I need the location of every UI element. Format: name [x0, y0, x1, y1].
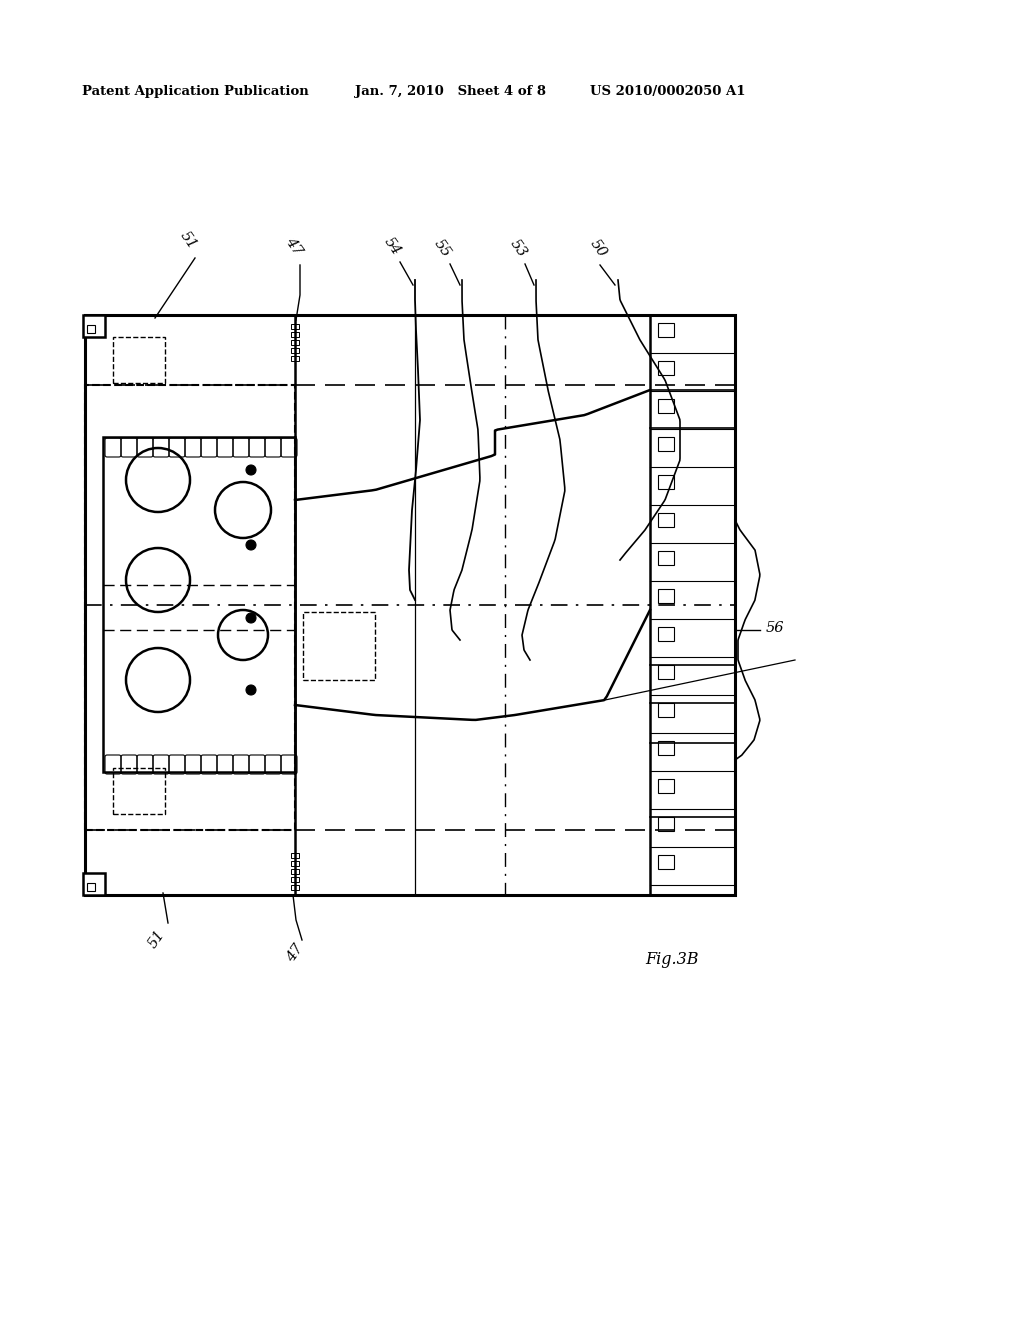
Bar	[87, 325, 95, 333]
Bar	[291, 884, 299, 890]
Bar	[658, 704, 674, 717]
Text: Patent Application Publication: Patent Application Publication	[82, 86, 309, 99]
Bar	[83, 315, 105, 337]
Bar	[87, 883, 95, 891]
Circle shape	[246, 540, 256, 550]
Bar	[658, 741, 674, 755]
Circle shape	[246, 685, 256, 696]
Bar	[658, 399, 674, 413]
Bar	[291, 861, 299, 866]
Bar	[658, 665, 674, 678]
Bar	[291, 333, 299, 337]
Circle shape	[246, 465, 256, 475]
Bar	[113, 768, 165, 814]
Text: 53: 53	[507, 236, 529, 260]
Text: Fig.3B: Fig.3B	[645, 952, 698, 969]
Bar	[291, 853, 299, 858]
Text: Jan. 7, 2010   Sheet 4 of 8: Jan. 7, 2010 Sheet 4 of 8	[355, 86, 546, 99]
Bar	[85, 385, 295, 830]
Text: 51: 51	[146, 928, 168, 952]
Text: 55: 55	[431, 236, 453, 260]
Bar	[113, 337, 165, 383]
Bar	[291, 876, 299, 882]
Text: 47: 47	[284, 942, 306, 965]
Bar	[658, 817, 674, 832]
Bar	[658, 437, 674, 451]
Bar	[291, 348, 299, 352]
Bar	[658, 550, 674, 565]
Bar	[658, 513, 674, 527]
Text: 54: 54	[381, 235, 403, 257]
Bar	[658, 855, 674, 869]
Bar	[83, 873, 105, 895]
Text: 51: 51	[177, 228, 199, 252]
Bar	[658, 627, 674, 642]
Text: 47: 47	[283, 235, 305, 257]
Bar	[291, 341, 299, 345]
Bar	[658, 779, 674, 793]
Bar	[658, 323, 674, 337]
Bar	[658, 589, 674, 603]
Bar	[658, 360, 674, 375]
Text: US 2010/0002050 A1: US 2010/0002050 A1	[590, 86, 745, 99]
Text: 50: 50	[587, 236, 609, 260]
Bar	[103, 437, 295, 772]
Bar	[291, 869, 299, 874]
Bar	[291, 356, 299, 360]
Bar	[291, 323, 299, 329]
Bar	[303, 612, 375, 680]
Text: 56: 56	[766, 620, 784, 635]
Bar	[85, 315, 735, 895]
Bar	[658, 475, 674, 488]
Circle shape	[246, 612, 256, 623]
